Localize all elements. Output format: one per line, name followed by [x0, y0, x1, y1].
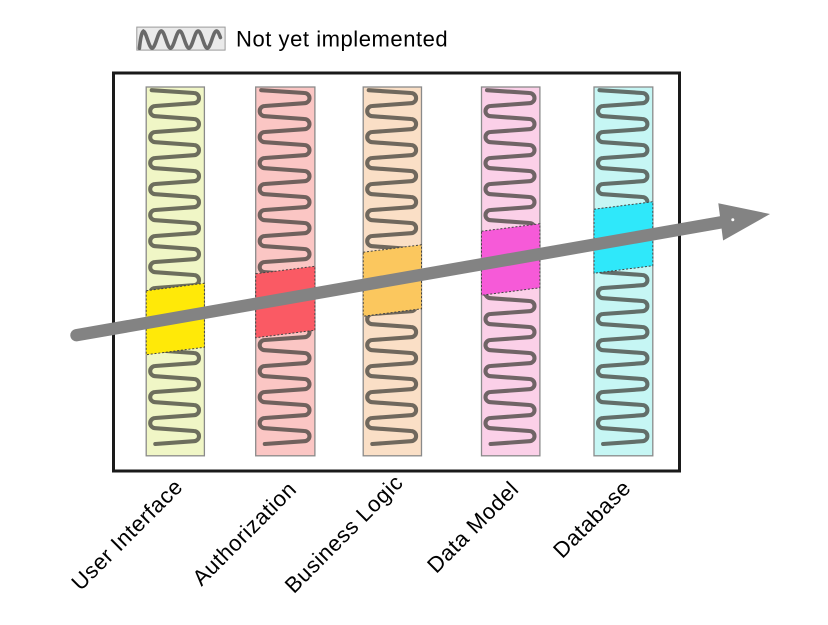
svg-text:Not yet implemented: Not yet implemented — [236, 27, 448, 52]
